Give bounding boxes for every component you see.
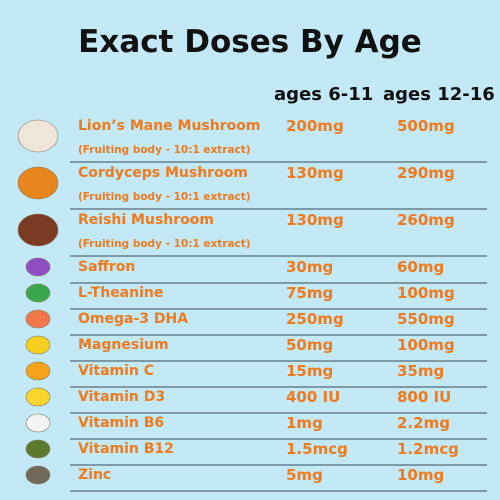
dose: 200mg [286,117,344,135]
icon [25,361,51,381]
icon [25,465,51,485]
dose: 30mg [286,258,333,276]
icon [25,283,51,303]
icon [25,387,51,407]
dose: 250mg [286,310,344,328]
dose: 75mg [286,284,333,302]
icon [25,413,51,433]
dose: 2.2mg [397,414,450,432]
dose: 10mg [397,466,444,484]
icon [17,213,59,247]
supplement-name: Zinc [78,467,111,483]
supplement-note: (Fruiting body - 10:1 extract) [78,144,251,156]
dose: 400 IU [286,388,340,406]
dose: 60mg [397,258,444,276]
column-header: ages 12-16 [383,84,495,105]
dose: 100mg [397,284,455,302]
icon [25,257,51,277]
title: Exact Doses By Age [78,24,422,60]
supplement-name: L-Theanine [78,285,163,301]
supplement-name: Saffron [78,259,135,275]
dose: 1.2mcg [397,440,459,458]
supplement-name: Reishi Mushroom [78,212,214,228]
icon [25,439,51,459]
icon [25,309,51,329]
supplement-note: (Fruiting body - 10:1 extract) [78,238,251,250]
dose: 15mg [286,362,333,380]
supplement-name: Omega-3 DHA [78,311,188,327]
dose: 500mg [397,117,455,135]
supplement-name: Vitamin C [78,363,154,379]
supplement-name: Vitamin B12 [78,441,174,457]
icon [17,119,59,153]
dose: 130mg [286,211,344,229]
dose: 800 IU [397,388,451,406]
dose: 1.5mcg [286,440,348,458]
icon [17,166,59,200]
dose: 260mg [397,211,455,229]
dose: 35mg [397,362,444,380]
supplement-name: Lion’s Mane Mushroom [78,118,260,134]
icon [25,335,51,355]
supplement-name: Magnesium [78,337,169,353]
column-header: ages 6-11 [274,84,373,105]
dose: 290mg [397,164,455,182]
dose: 550mg [397,310,455,328]
supplement-note: (Fruiting body - 10:1 extract) [78,191,251,203]
dose: 1mg [286,414,323,432]
dose: 130mg [286,164,344,182]
dose: 50mg [286,336,333,354]
supplement-name: Vitamin D3 [78,389,165,405]
supplement-name: Cordyceps Mushroom [78,165,248,181]
dose: 100mg [397,336,455,354]
dose: 5mg [286,466,323,484]
supplement-name: Vitamin B6 [78,415,164,431]
